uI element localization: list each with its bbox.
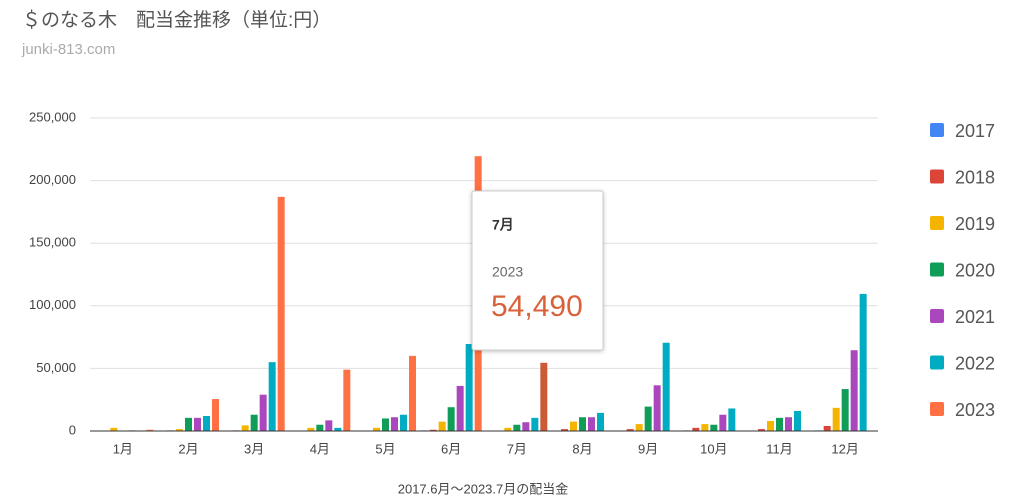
- chart-subtitle: junki-813.com: [21, 41, 115, 58]
- bar: [513, 424, 521, 431]
- x-tick-label: 7月: [507, 441, 527, 456]
- bar: [561, 429, 568, 431]
- x-axis-label: 2017.6月～2023.7月の配当金: [398, 481, 569, 496]
- bar: [194, 417, 201, 431]
- bar: [456, 385, 464, 431]
- x-tick-label: 9月: [638, 441, 658, 456]
- bar: [570, 421, 577, 431]
- bar: [429, 429, 437, 431]
- tooltip-series: 2023: [492, 264, 523, 280]
- x-tick-label: 5月: [375, 441, 395, 456]
- y-tick-label: 50,000: [36, 360, 76, 375]
- bar: [653, 385, 661, 431]
- bar: [719, 414, 727, 431]
- bar: [465, 343, 473, 431]
- x-tick-label: 8月: [572, 441, 592, 456]
- bar: [447, 407, 455, 431]
- bar: [382, 418, 389, 431]
- bar: [277, 196, 285, 431]
- legend-swatch: [930, 355, 944, 370]
- bar: [176, 429, 183, 431]
- x-tick-label: 4月: [310, 441, 330, 456]
- legend-swatch: [930, 309, 944, 323]
- bar: [268, 362, 276, 431]
- legend-swatch: [930, 123, 944, 137]
- bar: [250, 414, 258, 431]
- legend-label: 2023: [955, 400, 995, 420]
- x-tick-label: 1月: [113, 441, 133, 456]
- legend-swatch: [930, 216, 944, 230]
- bar: [409, 355, 416, 431]
- bar: [540, 362, 548, 431]
- legend-label: 2018: [955, 167, 995, 187]
- y-tick-label: 0: [69, 422, 76, 437]
- x-tick-label: 3月: [244, 441, 264, 456]
- bar: [579, 417, 586, 431]
- x-tick-label: 12月: [831, 441, 858, 456]
- bar: [588, 417, 595, 431]
- bar: [316, 424, 324, 431]
- bar: [307, 427, 315, 431]
- x-tick-label: 6月: [441, 441, 461, 456]
- bar: [692, 427, 700, 431]
- legend-swatch: [930, 262, 944, 277]
- legend-swatch: [930, 402, 944, 416]
- bar: [391, 417, 398, 431]
- bar: [841, 389, 849, 431]
- bar: [146, 429, 154, 431]
- bar: [767, 420, 774, 431]
- bar: [522, 422, 530, 431]
- bar: [373, 427, 380, 431]
- legend-label: 2019: [955, 214, 995, 234]
- x-tick-label: 11月: [766, 441, 793, 456]
- legend-swatch: [930, 169, 944, 184]
- bar: [203, 415, 210, 431]
- bar: [597, 412, 604, 431]
- bar: [626, 429, 634, 431]
- bar: [728, 408, 736, 431]
- tooltip: 7月 2023 54,490: [471, 190, 604, 351]
- bar: [644, 406, 652, 431]
- y-tick-label: 100,000: [29, 297, 76, 312]
- bar: [785, 417, 792, 431]
- x-tick-label: 2月: [178, 441, 198, 456]
- bar: [531, 417, 539, 431]
- bar: [504, 427, 512, 431]
- bar: [662, 342, 670, 431]
- bar: [823, 425, 831, 431]
- legend-label: 2017: [955, 121, 995, 141]
- bar: [635, 424, 643, 431]
- bar: [794, 410, 801, 431]
- legend-label: 2022: [955, 353, 995, 373]
- bar: [259, 394, 267, 431]
- bar: [758, 429, 765, 431]
- legend-label: 2020: [955, 260, 995, 280]
- chart-title: ＄のなる木 配当金推移（単位:円）: [22, 9, 331, 31]
- bar: [325, 420, 333, 431]
- bar: [776, 417, 783, 431]
- bar: [343, 369, 351, 431]
- bar: [110, 427, 118, 431]
- tooltip-value: 54,490: [491, 290, 583, 323]
- bar: [241, 425, 249, 431]
- bar: [710, 424, 718, 431]
- y-tick-label: 250,000: [29, 109, 76, 124]
- tooltip-box: [471, 190, 604, 351]
- bar: [438, 421, 446, 431]
- y-tick-label: 150,000: [29, 235, 76, 250]
- bar: [400, 414, 407, 431]
- bar: [701, 424, 709, 431]
- bar: [859, 293, 867, 431]
- bar: [334, 427, 342, 431]
- tooltip-category: 7月: [492, 217, 514, 233]
- legend-label: 2021: [955, 307, 995, 327]
- bar: [185, 417, 192, 431]
- bar: [850, 350, 858, 431]
- y-tick-label: 200,000: [29, 172, 76, 187]
- bar: [212, 399, 219, 431]
- x-tick-label: 10月: [700, 441, 727, 456]
- bar: [832, 407, 840, 431]
